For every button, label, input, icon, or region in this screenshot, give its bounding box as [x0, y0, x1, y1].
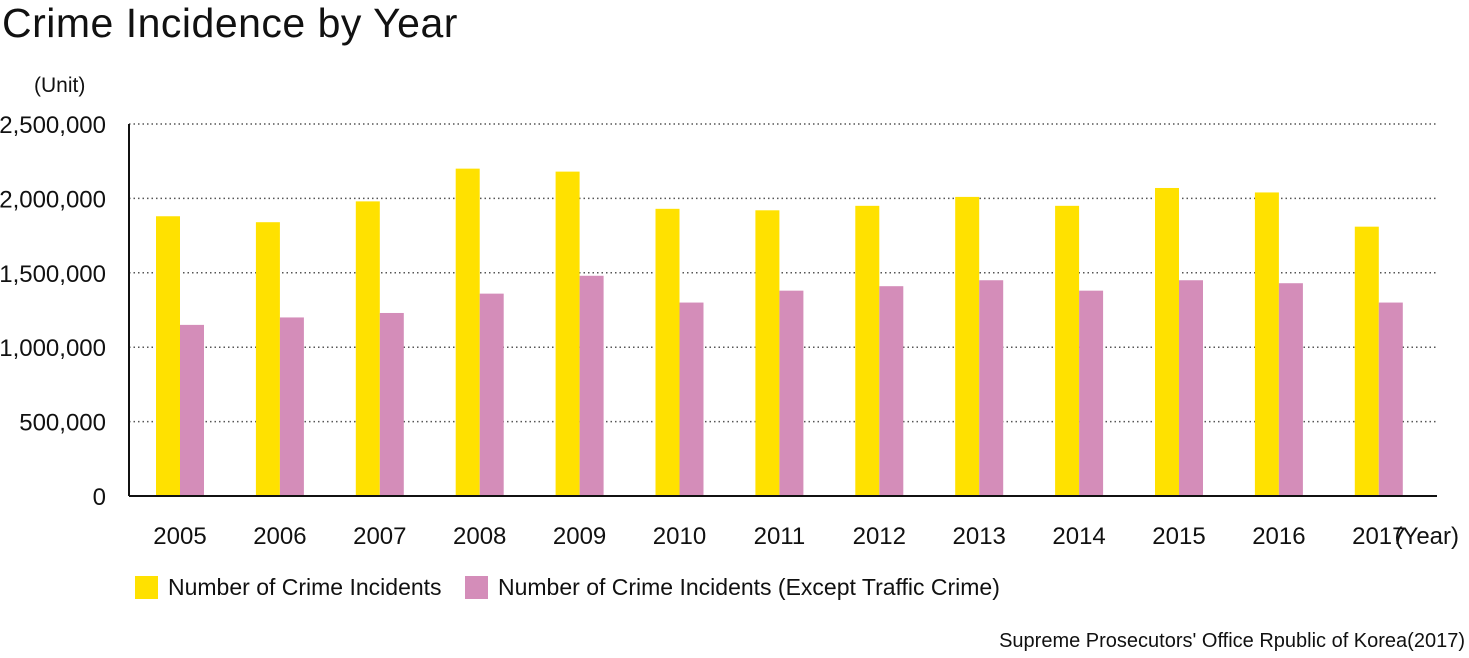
bar-except-traffic-2014 — [1079, 290, 1104, 496]
x-tick-label: 2013 — [953, 523, 1006, 550]
source-note: Supreme Prosecutors' Office Rpublic of K… — [999, 630, 1465, 652]
x-tick-label: 2016 — [1252, 523, 1305, 550]
bar-except-traffic-2012 — [879, 286, 904, 496]
bar-total-2017 — [1354, 226, 1379, 496]
x-tick-label: 2005 — [153, 523, 206, 550]
x-tick-label: 2009 — [553, 523, 606, 550]
legend-swatch-except-traffic — [465, 576, 488, 599]
chart-title: Crime Incidence by Year — [2, 0, 458, 46]
bar-total-2015 — [1155, 187, 1179, 496]
y-tick-label: 500,000 — [19, 410, 106, 437]
y-tick-label: 1,500,000 — [0, 261, 106, 288]
bar-total-2013 — [955, 196, 980, 497]
legend-item-total: Number of Crime Incidents — [135, 574, 442, 601]
y-tick-label: 1,000,000 — [0, 335, 106, 362]
bar-total-2007 — [355, 201, 380, 496]
bar-except-traffic-2010 — [679, 302, 704, 496]
bar-total-2010 — [655, 208, 680, 497]
bar-total-2006 — [255, 222, 280, 496]
bar-except-traffic-2017 — [1378, 302, 1403, 496]
bar-except-traffic-2008 — [479, 293, 504, 496]
legend-item-except-traffic: Number of Crime Incidents (Except Traffi… — [465, 574, 1000, 601]
x-tick-label: 2011 — [754, 523, 806, 550]
x-tick-label: 2014 — [1052, 523, 1105, 550]
x-tick-label: 2010 — [653, 523, 706, 550]
bar-except-traffic-2009 — [579, 275, 604, 496]
bar-chart: 0 500,000 1,000,000 1,500,000 2,000,000 2,500… — [0, 112, 1459, 550]
bar-total-2016 — [1254, 192, 1279, 496]
bar-total-2011 — [755, 210, 780, 496]
bar-total-2012 — [855, 205, 880, 496]
bar-except-traffic-2005 — [180, 324, 204, 496]
x-tick-label: 2006 — [253, 523, 306, 550]
y-tick-label: 0 — [93, 484, 106, 511]
x-tick-label: 2007 — [353, 523, 406, 550]
legend-label-except-traffic: Number of Crime Incidents (Except Traffi… — [498, 574, 1000, 600]
bar-except-traffic-2015 — [1179, 280, 1203, 496]
bar-except-traffic-2016 — [1278, 283, 1303, 496]
legend-swatch-total — [135, 576, 158, 599]
x-tick-label: 2015 — [1152, 523, 1205, 550]
legend-label-total: Number of Crime Incidents — [168, 574, 442, 600]
bar-except-traffic-2006 — [279, 317, 304, 496]
unit-label: (Unit) — [34, 74, 86, 97]
bar-total-2008 — [455, 168, 480, 496]
bar-total-2014 — [1055, 205, 1080, 496]
bar-except-traffic-2013 — [979, 280, 1004, 496]
x-tick-label: 2012 — [853, 523, 906, 550]
bar-except-traffic-2011 — [779, 290, 804, 496]
x-tick-label: 2008 — [453, 523, 506, 550]
bar-total-2009 — [555, 171, 580, 496]
y-tick-label: 2,500,000 — [0, 112, 106, 139]
x-tick-label: 2017 — [1352, 523, 1405, 550]
y-tick-label: 2,000,000 — [0, 186, 106, 213]
x-axis-label: (Year) — [1395, 523, 1459, 550]
bar-total-2005 — [156, 216, 180, 497]
bar-except-traffic-2007 — [379, 312, 404, 496]
